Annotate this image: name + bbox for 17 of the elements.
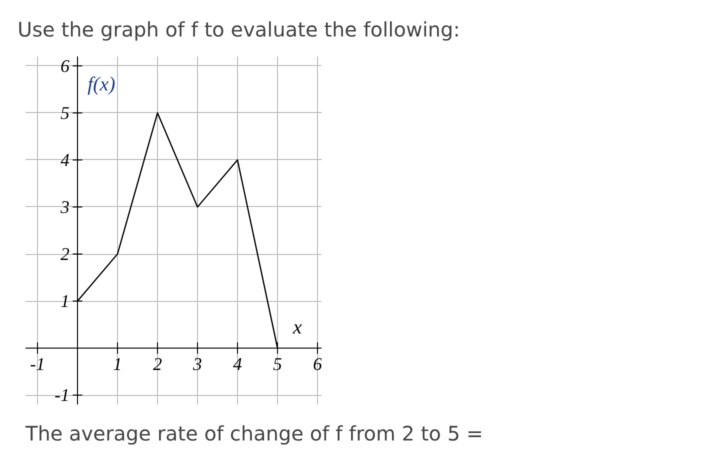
- y-tick-label: 2: [60, 244, 70, 264]
- chart-title: Use the graph of f to evaluate the following:: [18, 18, 460, 42]
- x-tick-label: 4: [233, 354, 242, 374]
- y-tick-label: 4: [60, 150, 70, 170]
- y-tick-label: 6: [60, 56, 70, 76]
- x-tick-label: 5: [273, 354, 282, 374]
- y-tick-label: 3: [60, 196, 70, 217]
- x-axis-title: x: [292, 316, 302, 339]
- x-tick-label: 1: [113, 354, 122, 374]
- y-axis-title: f(x): [88, 74, 116, 96]
- y-tick-label: -1: [54, 385, 70, 406]
- x-tick-label: -1: [30, 354, 46, 374]
- x-tick-label: 3: [192, 354, 202, 374]
- text: The average rate of change of f from 2 to 5 =: [24, 422, 484, 446]
- y-tick-label: 1: [60, 291, 70, 312]
- x-tick-label: 2: [153, 354, 162, 374]
- y-tick-label: 5: [60, 102, 70, 123]
